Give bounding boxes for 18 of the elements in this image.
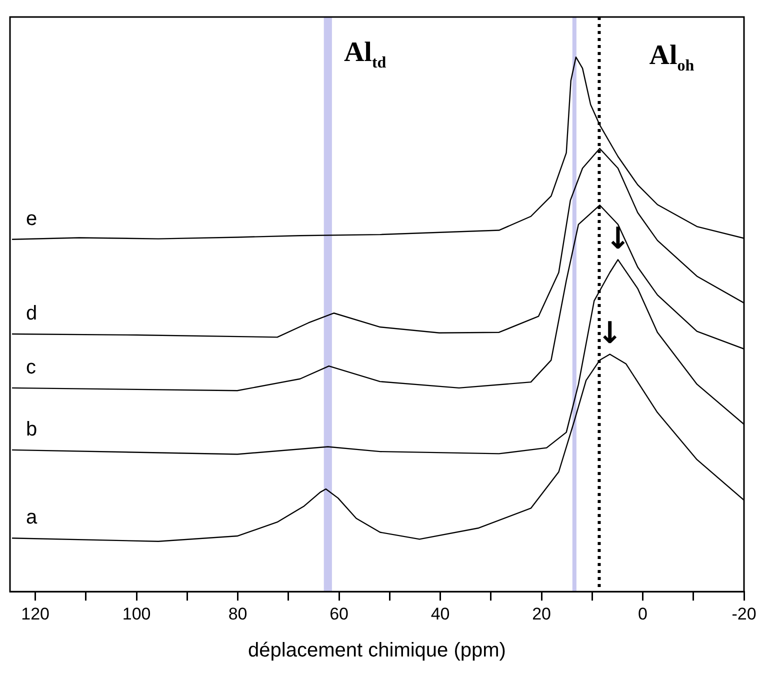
x-tick-label: 40 [430,604,450,624]
series-label: e [26,208,38,230]
x-tick-label: 20 [532,604,551,624]
series-label: a [26,506,38,529]
series-label: b [26,418,38,440]
x-tick-label: 120 [21,604,50,624]
x-tick-label: 60 [330,604,348,624]
ref-line-label: Al$_{oh}$ [649,40,694,75]
band-label: Al$_{td}$ [344,37,386,72]
x-tick-label: 0 [638,604,648,624]
x-axis-title: déplacement chimique (ppm) [248,640,506,662]
annotation: ↓ [597,316,622,352]
x-tick-label: 80 [228,604,248,624]
series-label: c [26,356,36,378]
annotation: ↓ [605,221,631,256]
x-tick-label: 100 [122,604,151,624]
series-label: d [26,302,38,324]
x-tick-label: -20 [732,604,756,624]
